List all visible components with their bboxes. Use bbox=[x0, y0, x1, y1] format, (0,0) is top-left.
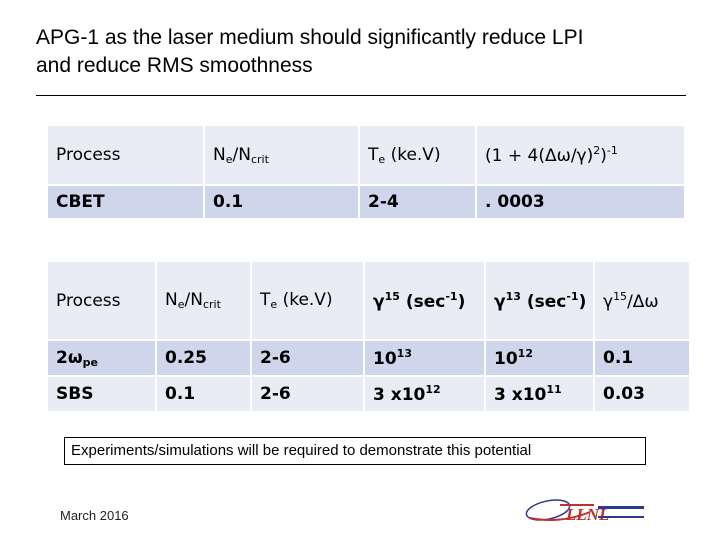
cell-density: 0.1 bbox=[203, 186, 358, 220]
header-temperature: Te (ke.V) bbox=[358, 126, 475, 186]
table-row: 2ωpe 0.25 2-6 1013 1012 0.1 bbox=[48, 341, 689, 377]
header-gamma13: γ13 (sec-1) bbox=[484, 262, 593, 341]
growth-rate-table: Process Ne/Ncrit Te (ke.V) γ15 (sec-1) γ… bbox=[48, 262, 689, 413]
table-row: CBET 0.1 2-4 . 0003 bbox=[48, 186, 684, 220]
header-density: Ne/Ncrit bbox=[203, 126, 358, 186]
slide-title: APG-1 as the laser medium should signifi… bbox=[36, 24, 696, 80]
svg-text:LLNL: LLNL bbox=[565, 505, 609, 524]
footer-date: March 2016 bbox=[60, 508, 129, 523]
cell-density: 0.25 bbox=[155, 341, 250, 377]
note-box: Experiments/simulations will be required… bbox=[64, 437, 646, 465]
cell-temperature: 2-6 bbox=[250, 377, 363, 413]
cell-ratio: 0.1 bbox=[593, 341, 689, 377]
header-ratio: γ15/Δω bbox=[593, 262, 689, 341]
cell-gamma13: 1012 bbox=[484, 341, 593, 377]
header-density: Ne/Ncrit bbox=[155, 262, 250, 341]
cell-ratio: 0.03 bbox=[593, 377, 689, 413]
table-header-row: Process Ne/Ncrit Te (ke.V) (1 + 4(Δω/γ)2… bbox=[48, 126, 684, 186]
cell-temperature: 2-4 bbox=[358, 186, 475, 220]
cell-process: CBET bbox=[48, 186, 203, 220]
header-gamma15: γ15 (sec-1) bbox=[363, 262, 484, 341]
header-factor: (1 + 4(Δω/γ)2)-1 bbox=[475, 126, 684, 186]
cell-density: 0.1 bbox=[155, 377, 250, 413]
header-process: Process bbox=[48, 126, 203, 186]
title-line-1: APG-1 as the laser medium should signifi… bbox=[36, 26, 584, 49]
cell-gamma13: 3 x1011 bbox=[484, 377, 593, 413]
cell-gamma15: 3 x1012 bbox=[363, 377, 484, 413]
cell-process: 2ωpe bbox=[48, 341, 155, 377]
title-divider bbox=[36, 95, 686, 96]
cell-gamma15: 1013 bbox=[363, 341, 484, 377]
lab-logo: LLNL bbox=[525, 499, 644, 524]
cbet-table: Process Ne/Ncrit Te (ke.V) (1 + 4(Δω/γ)2… bbox=[48, 126, 684, 220]
header-process: Process bbox=[48, 262, 155, 341]
cell-factor: . 0003 bbox=[475, 186, 684, 220]
cell-process: SBS bbox=[48, 377, 155, 413]
header-temperature: Te (ke.V) bbox=[250, 262, 363, 341]
table-row: SBS 0.1 2-6 3 x1012 3 x1011 0.03 bbox=[48, 377, 689, 413]
table-header-row: Process Ne/Ncrit Te (ke.V) γ15 (sec-1) γ… bbox=[48, 262, 689, 341]
cell-temperature: 2-6 bbox=[250, 341, 363, 377]
title-line-2: and reduce RMS smoothness bbox=[36, 54, 313, 77]
